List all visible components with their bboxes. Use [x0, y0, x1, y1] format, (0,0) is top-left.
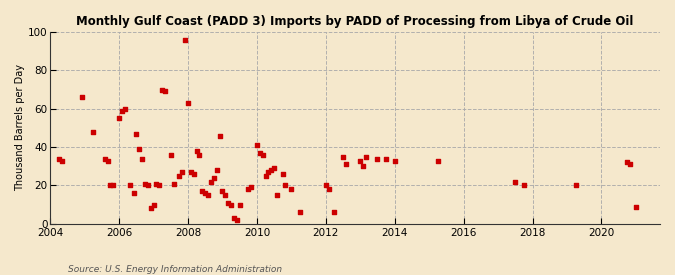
Point [323, 187, 334, 191]
Point [177, 170, 188, 174]
Point [140, 181, 151, 186]
Point [168, 181, 179, 186]
Point [188, 172, 199, 176]
Point [56, 158, 67, 163]
Point [157, 87, 167, 92]
Point [360, 155, 371, 159]
Point [260, 174, 271, 178]
Point [145, 206, 156, 211]
Point [211, 168, 222, 172]
Point [206, 179, 217, 184]
Point [214, 133, 225, 138]
Point [510, 179, 520, 184]
Point [329, 210, 340, 214]
Point [217, 189, 228, 193]
Point [277, 172, 288, 176]
Point [194, 153, 205, 157]
Point [338, 155, 348, 159]
Point [518, 183, 529, 188]
Point [128, 191, 139, 195]
Point [286, 187, 297, 191]
Point [180, 37, 190, 42]
Point [225, 202, 236, 207]
Point [200, 191, 211, 195]
Point [294, 210, 305, 214]
Point [321, 183, 331, 188]
Point [263, 170, 273, 174]
Point [105, 183, 116, 188]
Point [53, 156, 64, 161]
Point [433, 158, 443, 163]
Point [134, 147, 144, 151]
Point [269, 166, 279, 170]
Point [372, 156, 383, 161]
Point [389, 158, 400, 163]
Point [165, 153, 176, 157]
Point [220, 193, 231, 197]
Point [232, 218, 242, 222]
Point [154, 183, 165, 188]
Point [280, 183, 291, 188]
Point [99, 156, 110, 161]
Point [358, 164, 369, 169]
Point [252, 143, 263, 147]
Point [183, 101, 194, 105]
Y-axis label: Thousand Barrels per Day: Thousand Barrels per Day [15, 64, 25, 191]
Point [254, 151, 265, 155]
Point [174, 174, 185, 178]
Point [257, 153, 268, 157]
Point [340, 162, 351, 167]
Point [234, 202, 245, 207]
Point [266, 168, 277, 172]
Point [113, 116, 124, 120]
Point [622, 160, 632, 165]
Point [381, 156, 392, 161]
Point [228, 216, 239, 220]
Text: Source: U.S. Energy Information Administration: Source: U.S. Energy Information Administ… [68, 265, 281, 274]
Title: Monthly Gulf Coast (PADD 3) Imports by PADD of Processing from Libya of Crude Oi: Monthly Gulf Coast (PADD 3) Imports by P… [76, 15, 634, 28]
Point [197, 189, 208, 193]
Point [243, 187, 254, 191]
Point [355, 158, 366, 163]
Point [148, 202, 159, 207]
Point [103, 158, 113, 163]
Point [246, 185, 256, 189]
Point [570, 183, 581, 188]
Point [88, 130, 99, 134]
Point [131, 131, 142, 136]
Point [630, 204, 641, 209]
Point [137, 156, 148, 161]
Point [191, 149, 202, 153]
Point [125, 183, 136, 188]
Point [151, 181, 162, 186]
Point [142, 183, 153, 188]
Point [202, 193, 213, 197]
Point [271, 193, 282, 197]
Point [159, 89, 170, 94]
Point [209, 175, 219, 180]
Point [624, 162, 635, 167]
Point [117, 108, 128, 113]
Point [76, 95, 87, 99]
Point [108, 183, 119, 188]
Point [223, 200, 234, 205]
Point [119, 106, 130, 111]
Point [186, 170, 196, 174]
